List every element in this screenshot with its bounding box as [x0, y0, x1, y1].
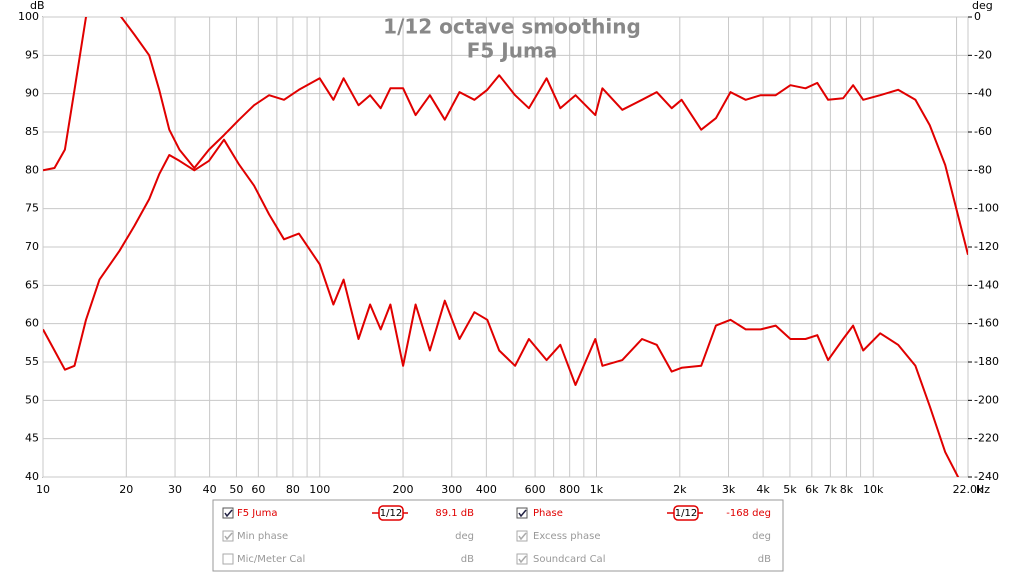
legend-value: dB	[461, 554, 474, 565]
y2-tick-label: -100	[974, 202, 999, 215]
x-tick-label: 60	[251, 483, 265, 496]
y-tick-label: 50	[25, 393, 39, 406]
legend-value: deg	[455, 531, 474, 542]
y-tick-label: 60	[25, 317, 39, 330]
chart-title: 1/12 octave smoothing	[383, 15, 641, 39]
legend-label: Min phase	[237, 531, 288, 542]
x-tick-label: 8k	[840, 483, 854, 496]
legend-value: -168 deg	[726, 508, 771, 519]
y-unit: dB	[30, 0, 45, 12]
checkmark	[518, 555, 527, 564]
x-tick-label: 22.0k	[953, 483, 984, 496]
smoothing-icon[interactable]	[673, 505, 699, 521]
smoothing-icon[interactable]	[378, 505, 404, 521]
x-tick-label: 400	[476, 483, 497, 496]
x-tick-label: 40	[203, 483, 217, 496]
y-tick-label: 90	[25, 87, 39, 100]
y2-tick-label: -60	[974, 125, 992, 138]
legend-value: 89.1 dB	[435, 508, 474, 519]
x-tick-label: 3k	[722, 483, 736, 496]
checkmark	[518, 532, 527, 541]
legend-label: Phase	[533, 508, 563, 519]
x-tick-label: 7k	[824, 483, 838, 496]
x-tick-label: 5k	[783, 483, 797, 496]
x-tick-label: 10	[36, 483, 50, 496]
y2-tick-label: 0	[974, 10, 981, 23]
checkmark	[224, 509, 233, 518]
x-tick-label: 100	[309, 483, 330, 496]
checkbox[interactable]	[516, 507, 528, 519]
checkbox[interactable]	[516, 530, 528, 542]
x-tick-label: 30	[168, 483, 182, 496]
x-tick-label: 6k	[805, 483, 819, 496]
y-tick-label: 70	[25, 240, 39, 253]
legend-label: Mic/Meter Cal	[237, 554, 305, 565]
checkmark	[224, 532, 233, 541]
y-tick-label: 75	[25, 202, 39, 215]
y2-tick-label: -120	[974, 240, 999, 253]
x-unit: Hz	[976, 483, 990, 496]
legend-label: Soundcard Cal	[533, 554, 605, 565]
smoothing-label: 1/12	[380, 508, 402, 519]
checkmark	[518, 509, 527, 518]
legend-label: Excess phase	[533, 531, 601, 542]
x-tick-label: 200	[393, 483, 414, 496]
series-line	[43, 17, 968, 255]
smoothing-label: 1/12	[675, 508, 697, 519]
y2-tick-label: -240	[974, 470, 999, 483]
y-tick-label: 55	[25, 355, 39, 368]
chart-subtitle: F5 Juma	[467, 39, 558, 63]
y-tick-label: 80	[25, 163, 39, 176]
legend-value: dB	[758, 554, 771, 565]
x-tick-label: 80	[286, 483, 300, 496]
legend-label: F5 Juma	[237, 508, 277, 519]
y-tick-label: 95	[25, 48, 39, 61]
legend-value: deg	[752, 531, 771, 542]
y2-tick-label: -160	[974, 317, 999, 330]
checkbox[interactable]	[222, 530, 234, 542]
y-tick-label: 65	[25, 278, 39, 291]
y2-tick-label: -140	[974, 278, 999, 291]
y2-unit: deg	[972, 0, 993, 12]
checkbox[interactable]	[516, 553, 528, 565]
y2-tick-label: -80	[974, 163, 992, 176]
x-tick-label: 4k	[756, 483, 770, 496]
y2-tick-label: -180	[974, 355, 999, 368]
y-tick-label: 85	[25, 125, 39, 138]
y-tick-label: 40	[25, 470, 39, 483]
x-tick-label: 800	[559, 483, 580, 496]
series-line	[43, 138, 960, 477]
checkbox[interactable]	[222, 507, 234, 519]
y2-tick-label: -40	[974, 87, 992, 100]
y-tick-label: 100	[18, 10, 39, 23]
x-tick-label: 10k	[863, 483, 884, 496]
x-tick-label: 300	[441, 483, 462, 496]
x-tick-label: 20	[119, 483, 133, 496]
x-tick-label: 50	[229, 483, 243, 496]
x-tick-label: 1k	[590, 483, 604, 496]
x-tick-label: 2k	[673, 483, 687, 496]
checkbox[interactable]	[222, 553, 234, 565]
y2-tick-label: -20	[974, 48, 992, 61]
y2-tick-label: -220	[974, 432, 999, 445]
y2-tick-label: -200	[974, 393, 999, 406]
x-tick-label: 600	[525, 483, 546, 496]
y-tick-label: 45	[25, 432, 39, 445]
